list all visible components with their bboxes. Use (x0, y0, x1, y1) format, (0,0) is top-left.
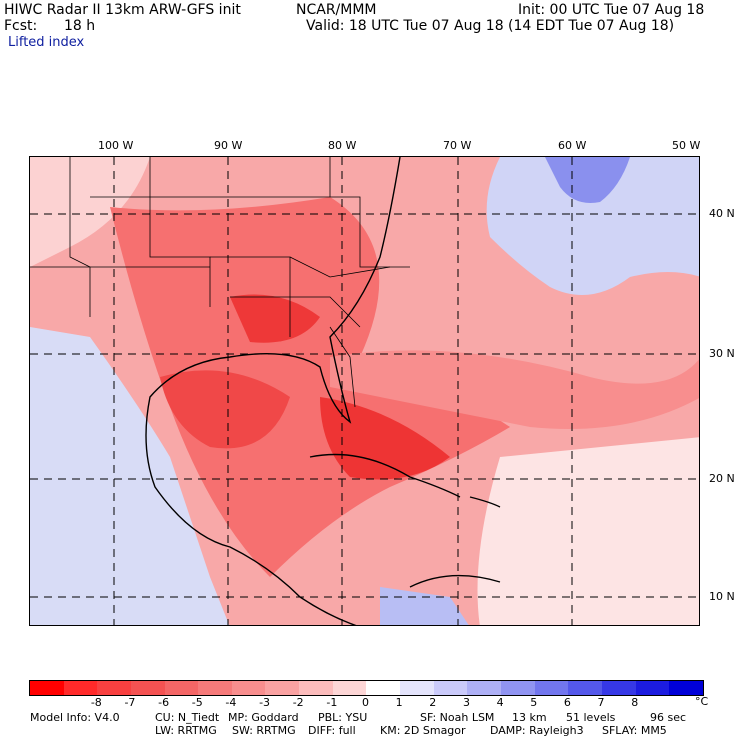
stable-area-northeast-atlantic (486, 157, 699, 295)
colorbar-tick-label: 2 (429, 696, 437, 709)
lat-label-10n: 10 N (709, 590, 735, 603)
valid-time: Valid: 18 UTC Tue 07 Aug 18 (14 EDT Tue … (306, 18, 675, 34)
colorbar-segment (635, 681, 670, 695)
colorbar-tick-label: 8 (631, 696, 639, 709)
colorbar-segment (467, 681, 501, 695)
lon-label-100w: 100 W (98, 139, 134, 152)
colorbar-tick-label: -6 (158, 696, 170, 709)
model-info-microphysics: MP: Goddard (228, 711, 299, 724)
colorbar-segment (534, 681, 569, 695)
model-info-longwave: LW: RRTMG (155, 724, 217, 737)
map-canvas (30, 157, 699, 625)
stable-spot-south-america (380, 587, 469, 625)
model-info-diffusion: DIFF: full (308, 724, 356, 737)
forecast-label: Fcst: (4, 18, 38, 34)
colorbar-tick-label: 1 (395, 696, 403, 709)
colorbar-tick-label: -3 (259, 696, 271, 709)
colorbar-segment (433, 681, 468, 695)
colorbar-segment (332, 681, 367, 695)
field-name: Lifted index (8, 35, 85, 50)
colorbar-tick-label: 6 (563, 696, 571, 709)
model-info-levels: 51 levels (566, 711, 616, 724)
neutral-area-east-caribbean (477, 437, 699, 625)
colorbar-tick-label: 7 (597, 696, 605, 709)
colorbar-segment (299, 681, 333, 695)
forecast-hour: 18 h (64, 18, 96, 34)
colorbar-unit: °C (695, 695, 709, 708)
model-info-cumulus: CU: N_Tiedt (155, 711, 220, 724)
lon-label-60w: 60 W (558, 139, 587, 152)
lat-label-20n: 20 N (709, 472, 735, 485)
colorbar-tick-label: -2 (292, 696, 304, 709)
stable-area-western-us (30, 157, 150, 267)
center-label: NCAR/MMM (296, 2, 377, 18)
model-info-km: KM: 2D Smagor (380, 724, 466, 737)
colorbar (29, 680, 704, 696)
model-info-timestep: 96 sec (650, 711, 687, 724)
stable-core-north-atlantic (545, 157, 630, 203)
political-boundaries (30, 157, 410, 408)
model-info-shortwave: SW: RRTMG (232, 724, 296, 737)
colorbar-tick-label: -7 (124, 696, 136, 709)
very-unstable-caribbean (320, 397, 450, 480)
model-info-damping: DAMP: Rayleigh3 (490, 724, 584, 737)
model-info-version: Model Info: V4.0 (30, 711, 120, 724)
coastline (145, 157, 501, 625)
colorbar-segment (601, 681, 636, 695)
unstable-area-atlantic-band (330, 350, 699, 429)
colorbar-tick-label: -1 (326, 696, 338, 709)
colorbar-segment (500, 681, 535, 695)
very-unstable-gulf (160, 370, 290, 449)
model-title: HIWC Radar II 13km ARW-GFS init (4, 2, 241, 18)
lon-label-90w: 90 W (214, 139, 243, 152)
colorbar-segment (231, 681, 266, 695)
colorbar-segment (63, 681, 98, 695)
colorbar-tick-label: 5 (530, 696, 538, 709)
very-unstable-southeast-us (230, 294, 320, 343)
colorbar-segment (568, 681, 602, 695)
colorbar-segment (366, 681, 401, 695)
colorbar-segment (164, 681, 199, 695)
model-info-surface: SF: Noah LSM (420, 711, 495, 724)
colorbar-tick-label: 3 (462, 696, 470, 709)
model-info-pbl: PBL: YSU (318, 711, 368, 724)
stable-area-southwest (30, 327, 230, 625)
lon-label-70w: 70 W (443, 139, 472, 152)
model-info-resolution: 13 km (512, 711, 547, 724)
colorbar-segment (130, 681, 165, 695)
model-info-sflay: SFLAY: MM5 (602, 724, 667, 737)
colorbar-segment (400, 681, 434, 695)
colorbar-tick-label: -5 (191, 696, 203, 709)
lat-label-40n: 40 N (709, 207, 735, 220)
colorbar-segment (30, 681, 64, 695)
colorbar-segment (97, 681, 131, 695)
lon-label-80w: 80 W (328, 139, 357, 152)
lifted-index-map (29, 156, 700, 626)
init-time: Init: 00 UTC Tue 07 Aug 18 (518, 2, 705, 18)
colorbar-tick-label: 4 (496, 696, 504, 709)
colorbar-tick-label: -8 (90, 696, 102, 709)
colorbar-segment (265, 681, 300, 695)
colorbar-tick-label: 0 (362, 696, 369, 709)
lon-label-50w: 50 W (672, 139, 701, 152)
colorbar-segment (198, 681, 232, 695)
lat-label-30n: 30 N (709, 347, 735, 360)
colorbar-segment (669, 681, 703, 695)
colorbar-tick-label: -4 (225, 696, 237, 709)
